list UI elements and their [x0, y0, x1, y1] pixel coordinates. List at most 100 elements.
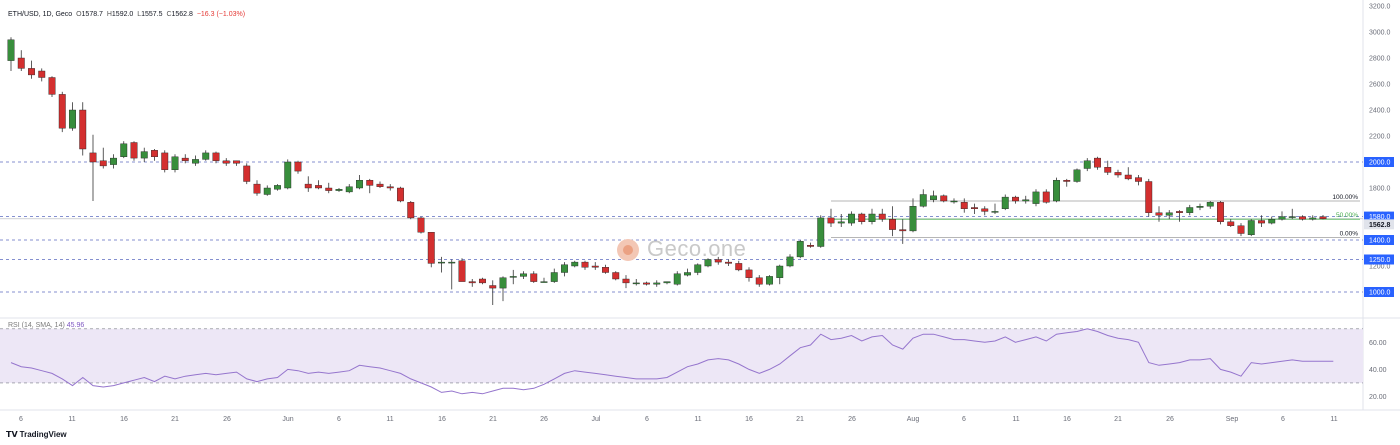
candle-up — [520, 273, 527, 277]
tradingview-logo[interactable]: 𝗧𝗩 TradingView — [6, 430, 67, 439]
rsi-value: 45.96 — [66, 322, 85, 329]
candle-down — [489, 285, 497, 289]
candle-up — [274, 185, 281, 190]
candle-up — [950, 200, 958, 203]
candle-down — [889, 218, 896, 230]
candle-up — [540, 281, 548, 283]
candle-down — [28, 68, 35, 76]
candle-down — [243, 165, 251, 182]
candle-up — [786, 256, 794, 267]
candle-down — [99, 160, 107, 167]
candle-down — [1012, 196, 1019, 202]
candle-up — [110, 157, 117, 165]
candle-down — [253, 183, 261, 194]
candle-down — [1227, 221, 1235, 226]
candle-down — [397, 187, 404, 202]
time-tick-label: 11 — [1012, 416, 1019, 423]
level-label: 1250.0 — [1369, 257, 1391, 264]
candle-up — [171, 156, 179, 171]
tradingview-icon: 𝗧𝗩 — [6, 430, 18, 439]
candle-up — [766, 276, 773, 285]
candle-up — [1165, 212, 1173, 216]
candle-down — [376, 183, 384, 187]
candle-up — [909, 205, 917, 232]
candle-down — [1299, 216, 1306, 220]
candle-down — [530, 273, 538, 282]
candle-down — [315, 185, 322, 189]
rsi-band — [0, 328, 1363, 383]
candle-up — [7, 39, 15, 61]
candle-up — [438, 261, 445, 264]
candle-up — [1278, 216, 1286, 220]
time-tick-label: Jun — [282, 416, 293, 423]
candle-down — [755, 277, 763, 285]
candle-up — [673, 273, 681, 285]
candle-down — [294, 161, 302, 172]
candle-up — [837, 221, 845, 224]
candle-down — [643, 282, 650, 285]
candle-up — [263, 187, 271, 195]
price-tick-label: 2800.0 — [1369, 56, 1391, 63]
price-axis[interactable]: 1000.01200.01400.01600.01800.02000.02200… — [1364, 4, 1394, 298]
level-label-bg — [1364, 254, 1394, 265]
candle-down — [1063, 179, 1071, 182]
candle-down — [17, 57, 25, 69]
candle-up — [796, 241, 804, 258]
high-label: H — [106, 11, 112, 18]
candle-down — [161, 152, 169, 170]
candle-down — [89, 152, 97, 163]
time-tick-label: 26 — [1166, 416, 1174, 423]
candle-down — [1135, 177, 1142, 182]
rsi-tick-label: 60.00 — [1369, 340, 1387, 347]
rsi-tick-label: 40.00 — [1369, 367, 1387, 374]
candle-up — [653, 282, 661, 285]
time-axis[interactable]: 6 11 16 21 26 Jun 6 11 16 21 26 Jul 6 11 16 21 26 Aug 6 11 1… — [19, 416, 1338, 423]
candle-down — [899, 229, 907, 232]
candle-down — [58, 94, 66, 129]
candle-down — [48, 77, 56, 95]
candle-down — [612, 272, 620, 280]
candle-down — [940, 195, 948, 202]
candle-down — [1217, 202, 1224, 223]
candle-down — [458, 260, 466, 282]
candle-up — [694, 264, 702, 273]
candle-up — [356, 179, 363, 189]
low-label: L — [137, 11, 142, 18]
time-tick-label: 6 — [1281, 416, 1285, 423]
fib-label: 50.00% — [1336, 212, 1358, 219]
candle-down — [602, 267, 609, 273]
candle-down — [427, 231, 435, 264]
time-tick-label: Jul — [592, 416, 601, 423]
candle-down — [1145, 181, 1153, 213]
candle-down — [325, 187, 333, 191]
candle-down — [407, 202, 415, 219]
candle-down — [858, 213, 866, 222]
candle-down — [745, 269, 753, 278]
close-label: C — [166, 11, 172, 18]
candle-up — [817, 217, 825, 247]
candle-down — [1176, 211, 1183, 213]
rsi-pane — [0, 328, 1363, 395]
candle-down — [591, 265, 599, 268]
open-label: O — [76, 11, 82, 18]
candle-up — [1032, 191, 1040, 204]
candle-up — [202, 152, 210, 160]
price-tick-label: 3200.0 — [1369, 4, 1391, 11]
symbol-name[interactable]: ETH/USD, 1D, Geco — [8, 11, 73, 18]
candle-up — [284, 161, 292, 189]
price-tick-label: 1200.0 — [1369, 264, 1391, 271]
low-value: 1557.5 — [141, 11, 163, 18]
rsi-axis[interactable]: 20.00 40.00 60.00 — [1369, 340, 1387, 401]
change-value: −16.3 (−1.03%) — [196, 11, 246, 18]
candle-up — [848, 213, 855, 224]
level-label: 1000.0 — [1369, 290, 1391, 297]
candle-up — [704, 259, 712, 267]
rsi-label[interactable]: RSI (14, SMA, 14) — [8, 322, 65, 329]
time-tick-label: 6 — [19, 416, 23, 423]
candle-down — [479, 278, 486, 284]
time-tick-label: 26 — [540, 416, 548, 423]
candle-up — [868, 213, 876, 222]
candle-up — [448, 261, 456, 264]
tradingview-text: TradingView — [19, 430, 67, 439]
